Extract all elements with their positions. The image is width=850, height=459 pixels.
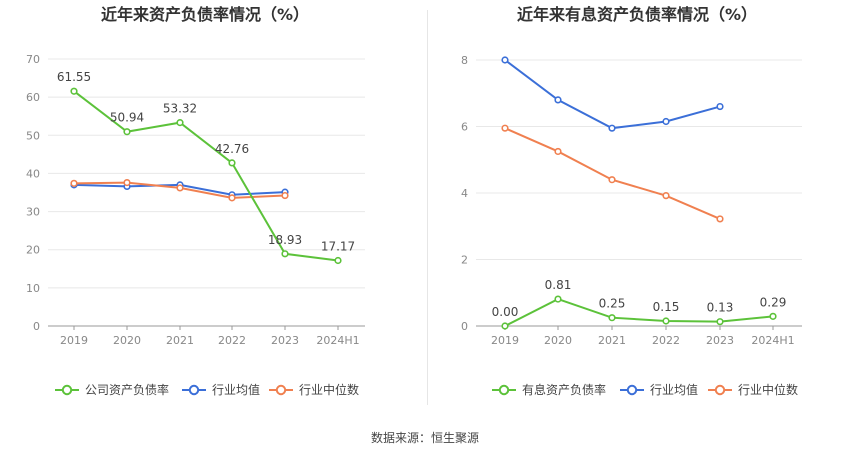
x-tick-label: 2020 — [113, 334, 141, 347]
legend-label: 行业中位数 — [738, 382, 798, 397]
data-point — [501, 56, 509, 64]
data-label: 50.94 — [110, 111, 144, 125]
data-point — [716, 215, 724, 223]
legend-label: 行业均值 — [650, 382, 698, 397]
y-tick-label: 30 — [26, 206, 40, 219]
x-tick-label: 2023 — [706, 334, 734, 347]
data-point — [554, 295, 562, 303]
data-point — [662, 317, 670, 325]
data-label: 61.55 — [57, 70, 91, 84]
y-tick-label: 70 — [26, 53, 40, 66]
data-source: 数据来源：恒生聚源 — [370, 431, 479, 445]
y-tick-label: 6 — [461, 121, 468, 134]
data-label: 0.25 — [599, 297, 626, 311]
y-tick-label: 10 — [26, 282, 40, 295]
y-tick-label: 8 — [461, 54, 468, 67]
data-point — [176, 119, 184, 127]
data-point — [769, 312, 777, 320]
x-tick-label: 2020 — [544, 334, 572, 347]
data-label: 42.76 — [215, 142, 249, 156]
y-tick-label: 4 — [461, 187, 468, 200]
data-point — [228, 194, 236, 202]
data-point — [608, 314, 616, 322]
x-tick-label: 2019 — [60, 334, 88, 347]
data-label: 17.17 — [321, 240, 355, 254]
x-tick-label: 2022 — [218, 334, 246, 347]
data-label: 18.93 — [268, 233, 302, 247]
data-point — [608, 124, 616, 132]
y-tick-label: 0 — [461, 320, 468, 333]
data-label: 0.15 — [653, 300, 680, 314]
legend-marker — [626, 384, 638, 396]
interest-debt-ratio-chart: 近年来有息资产负债率情况（%） 0 2 4 6 8 2019 2020 2021 2022 2023… — [461, 5, 802, 397]
data-label: 53.32 — [163, 102, 197, 116]
x-tick-label: 2022 — [652, 334, 680, 347]
data-point — [662, 192, 670, 200]
data-point — [176, 184, 184, 192]
chart-title: 近年来资产负债率情况（%） — [101, 5, 309, 24]
data-point — [554, 147, 562, 156]
y-tick-label: 50 — [26, 129, 40, 142]
data-point — [501, 124, 509, 132]
legend-marker — [275, 384, 287, 396]
x-tick-label: 2019 — [491, 334, 519, 347]
series-line-2 — [504, 127, 721, 220]
series-line-1 — [504, 59, 721, 130]
data-point — [716, 318, 724, 326]
data-point — [554, 96, 562, 104]
legend-label: 行业均值 — [212, 382, 260, 397]
y-tick-label: 0 — [33, 320, 40, 333]
y-tick-label: 60 — [26, 91, 40, 104]
panel-divider — [427, 10, 428, 405]
data-label: 0.13 — [707, 301, 734, 315]
data-point — [70, 87, 78, 95]
legend-label: 有息资产负债率 — [522, 382, 606, 397]
y-tick-label: 2 — [461, 254, 468, 267]
x-tick-label: 2024H1 — [316, 334, 359, 347]
data-point — [281, 250, 289, 258]
legend-marker — [188, 384, 200, 396]
y-tick-label: 40 — [26, 167, 40, 180]
data-point — [70, 179, 78, 187]
legend-marker — [498, 384, 510, 396]
data-point — [716, 102, 724, 111]
data-label: 0.00 — [492, 305, 519, 319]
y-tick-label: 20 — [26, 244, 40, 257]
debt-ratio-chart: 近年来资产负债率情况（%） 0 10 20 30 40 50 60 70 2019 2020 2021… — [26, 5, 365, 397]
x-tick-label: 2021 — [598, 334, 626, 347]
x-tick-label: 2021 — [166, 334, 194, 347]
legend-marker — [714, 384, 726, 396]
data-point — [228, 159, 236, 167]
data-label: 0.29 — [760, 295, 787, 309]
data-point — [281, 191, 289, 200]
legend-marker — [61, 384, 73, 396]
chart-title: 近年来有息资产负债率情况（%） — [517, 5, 757, 24]
data-point — [123, 128, 131, 136]
legend-label: 行业中位数 — [299, 382, 359, 397]
data-point — [334, 256, 342, 265]
data-point — [608, 176, 616, 184]
data-point — [501, 322, 509, 330]
x-tick-label: 2024H1 — [751, 334, 794, 347]
data-point — [123, 178, 131, 187]
data-point — [662, 117, 670, 126]
x-tick-label: 2023 — [271, 334, 299, 347]
data-label: 0.81 — [545, 278, 572, 292]
series-line-0 — [73, 90, 339, 262]
series-line-0 — [504, 297, 774, 327]
legend-label: 公司资产负债率 — [85, 382, 169, 397]
